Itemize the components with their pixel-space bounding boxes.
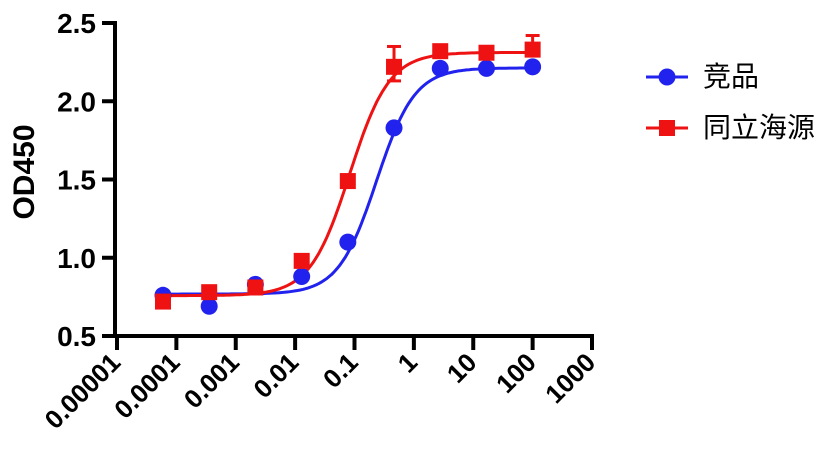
x-tick-label: 100	[490, 347, 542, 399]
data-point-series-1	[293, 252, 310, 269]
data-point-series-1	[154, 293, 171, 310]
x-tick-label: 0.0001	[108, 347, 185, 424]
x-tick-label: 0.00001	[39, 347, 127, 435]
data-point-series-0	[293, 268, 311, 286]
legend-circle-marker-icon	[646, 68, 688, 86]
y-tick-label: 2.5	[57, 8, 96, 39]
data-markers	[154, 41, 542, 315]
x-tick-label: 1000	[539, 347, 601, 409]
legend: 竞品 同立海源	[645, 61, 816, 166]
data-point-series-0	[385, 119, 403, 137]
legend-label-competitor: 竞品	[703, 61, 760, 92]
data-point-series-1	[386, 58, 403, 75]
data-point-series-1	[247, 279, 264, 296]
error-bars	[387, 34, 540, 83]
x-tick-label: 1	[392, 347, 423, 378]
x-tick-label: 0.001	[178, 347, 245, 414]
legend-item-competitor: 竞品	[645, 61, 815, 92]
y-tick-label: 1.5	[57, 165, 96, 196]
legend-item-tonglihaiyuan: 同立海源	[645, 112, 816, 143]
legend-label-tonglihaiyuan: 同立海源	[703, 112, 816, 143]
data-point-series-1	[201, 284, 218, 301]
data-point-series-0	[524, 58, 542, 76]
y-tick-label: 1.0	[57, 243, 96, 274]
x-tick-label: 0.1	[317, 347, 364, 394]
y-tick-label: 0.5	[57, 321, 96, 352]
y-tick-label: 2.0	[57, 86, 96, 117]
x-tick-label: 10	[441, 347, 483, 389]
data-point-series-1	[432, 43, 449, 60]
legend-square-marker-icon	[646, 120, 688, 136]
data-point-series-0	[200, 297, 218, 315]
x-tick-label: 0.01	[247, 347, 304, 404]
y-axis-title: OD450	[8, 124, 41, 219]
data-point-series-0	[477, 59, 495, 77]
data-point-series-1	[524, 41, 541, 58]
data-point-series-1	[339, 173, 356, 190]
data-point-series-0	[339, 233, 357, 251]
y-axis-ticks: 0.5 1.0 1.5 2.0 2.5	[57, 8, 115, 352]
data-point-series-0	[431, 59, 449, 77]
data-point-series-1	[478, 44, 495, 61]
